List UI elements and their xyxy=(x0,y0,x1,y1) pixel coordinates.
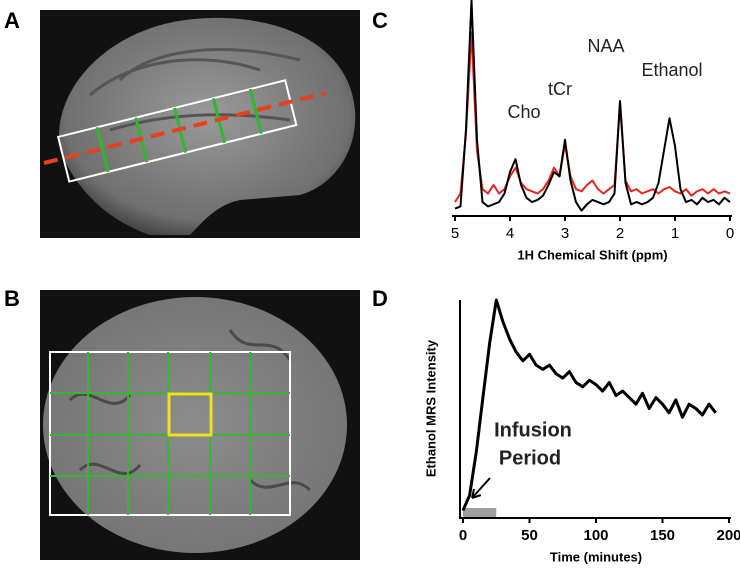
peak-label: Cho xyxy=(507,102,540,122)
x-tick-label: 0 xyxy=(459,527,467,544)
x-tick-label: 4 xyxy=(506,225,514,242)
y-axis-label: Ethanol MRS Intensity xyxy=(423,339,438,477)
peak-label: NAA xyxy=(587,36,624,56)
x-tick-label: 150 xyxy=(650,527,675,544)
panel-label: B xyxy=(4,286,20,311)
x-tick-label: 3 xyxy=(561,225,569,242)
series-line xyxy=(454,31,731,203)
panel-label: A xyxy=(4,8,20,33)
peak-label: tCr xyxy=(548,79,572,99)
x-axis-label: 1H Chemical Shift (ppm) xyxy=(517,247,667,262)
series-line xyxy=(461,298,717,512)
annotation: Period xyxy=(499,447,561,469)
panel-label: D xyxy=(372,286,388,311)
x-tick-label: 200 xyxy=(716,527,740,544)
axial-image xyxy=(40,290,360,560)
arrow xyxy=(471,477,491,499)
infusion-bar xyxy=(463,508,497,517)
peak-label: Ethanol xyxy=(641,60,702,80)
x-tick-label: 100 xyxy=(583,527,608,544)
panel-label: C xyxy=(372,8,388,33)
x-axis-label: Time (minutes) xyxy=(550,549,642,564)
sagittal-image xyxy=(40,10,360,238)
x-tick-label: 0 xyxy=(726,225,734,242)
x-tick-label: 5 xyxy=(451,225,459,242)
annotation: Infusion xyxy=(494,419,572,441)
x-tick-label: 50 xyxy=(521,527,538,544)
x-tick-label: 1 xyxy=(671,225,679,242)
x-tick-label: 2 xyxy=(616,225,624,242)
series-line xyxy=(454,0,731,212)
